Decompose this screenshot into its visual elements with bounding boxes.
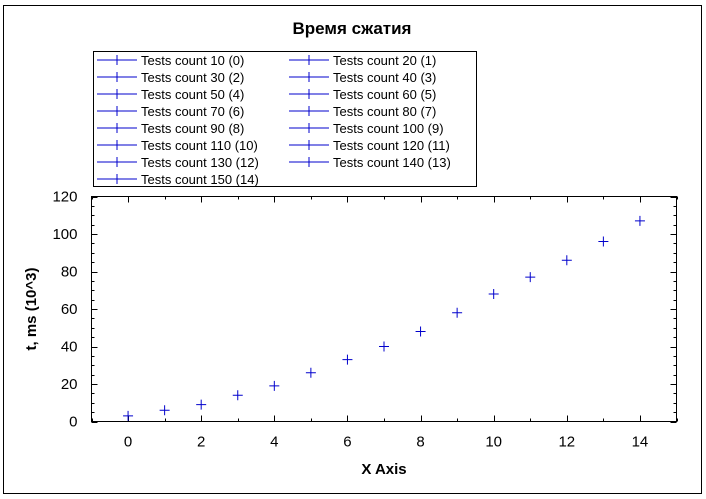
data-point <box>232 390 243 401</box>
legend-item: Tests count 50 (4) <box>97 87 244 102</box>
legend-item: Tests count 30 (2) <box>97 70 244 85</box>
data-point <box>342 354 353 365</box>
data-point <box>452 307 463 318</box>
legend-item: Tests count 40 (3) <box>289 70 436 85</box>
x-tick-label: 10 <box>485 434 502 451</box>
legend-item: Tests count 110 (10) <box>97 138 258 153</box>
data-point <box>415 326 426 337</box>
x-tick-label: 4 <box>270 434 278 451</box>
legend-item: Tests count 10 (0) <box>97 53 244 68</box>
data-point <box>379 341 389 352</box>
x-axis: 0 2 4 6 8 10 12 14 <box>92 196 678 451</box>
data-point <box>561 255 572 266</box>
x-tick-label: 6 <box>343 434 351 451</box>
legend-item: Tests count 120 (11) <box>289 138 450 153</box>
y-tick-label: 20 <box>61 376 78 393</box>
data-point <box>159 405 170 416</box>
data-point <box>488 289 499 299</box>
legend-item: Tests count 20 (1) <box>289 53 436 68</box>
x-tick-label: 2 <box>197 434 205 451</box>
x-axis-label: X Axis <box>361 461 406 478</box>
legend-label: Tests count 90 (8) <box>141 121 244 136</box>
legend-label: Tests count 70 (6) <box>141 104 244 119</box>
legend-label: Tests count 30 (2) <box>141 70 244 85</box>
data-point <box>305 367 316 378</box>
y-tick-label: 120 <box>52 189 77 206</box>
legend-item: Tests count 80 (7) <box>289 104 436 119</box>
legend-label: Tests count 120 (11) <box>333 138 450 153</box>
legend-item: Tests count 150 (14) <box>97 172 259 187</box>
y-axis-label: t, ms (10^3) <box>23 268 40 351</box>
legend-label: Tests count 10 (0) <box>141 53 244 68</box>
y-tick-label: 80 <box>61 264 78 281</box>
x-tick-label: 8 <box>416 434 424 451</box>
legend-label: Tests count 50 (4) <box>141 87 244 102</box>
y-tick-label: 60 <box>61 301 78 318</box>
y-tick-label: 40 <box>61 339 78 356</box>
data-point <box>123 410 134 421</box>
chart-title: Время сжатия <box>293 19 412 38</box>
data-point <box>634 215 645 226</box>
x-tick-label: 14 <box>632 434 649 451</box>
legend-label: Tests count 130 (12) <box>141 155 259 170</box>
legend-label: Tests count 140 (13) <box>333 155 451 170</box>
legend-item: Tests count 100 (9) <box>289 121 444 136</box>
legend-item: Tests count 90 (8) <box>97 121 244 136</box>
legend-label: Tests count 110 (10) <box>141 138 258 153</box>
legend-item: Tests count 70 (6) <box>97 104 244 119</box>
legend-item: Tests count 140 (13) <box>289 155 451 170</box>
legend-label: Tests count 20 (1) <box>333 53 436 68</box>
legend-item: Tests count 60 (5) <box>289 87 436 102</box>
plot-area <box>91 196 677 422</box>
legend-box <box>93 51 477 187</box>
legend-label: Tests count 60 (5) <box>333 87 436 102</box>
x-tick-label: 0 <box>124 434 132 451</box>
data-points <box>123 215 645 421</box>
legend: Tests count 10 (0) Tests count 20 (1) Test… <box>93 51 477 187</box>
legend-label: Tests count 80 (7) <box>333 104 436 119</box>
data-point <box>269 380 280 391</box>
data-point <box>598 236 609 247</box>
legend-label: Tests count 100 (9) <box>333 121 444 136</box>
legend-label: Tests count 40 (3) <box>333 70 436 85</box>
y-tick-label: 0 <box>69 414 77 431</box>
x-tick-label: 12 <box>558 434 575 451</box>
data-point <box>196 399 207 410</box>
legend-label: Tests count 150 (14) <box>141 172 259 187</box>
data-point <box>525 272 536 283</box>
y-axis: 0 20 40 60 80 100 120 <box>52 189 677 431</box>
y-tick-label: 100 <box>52 226 77 243</box>
legend-item: Tests count 130 (12) <box>97 155 259 170</box>
